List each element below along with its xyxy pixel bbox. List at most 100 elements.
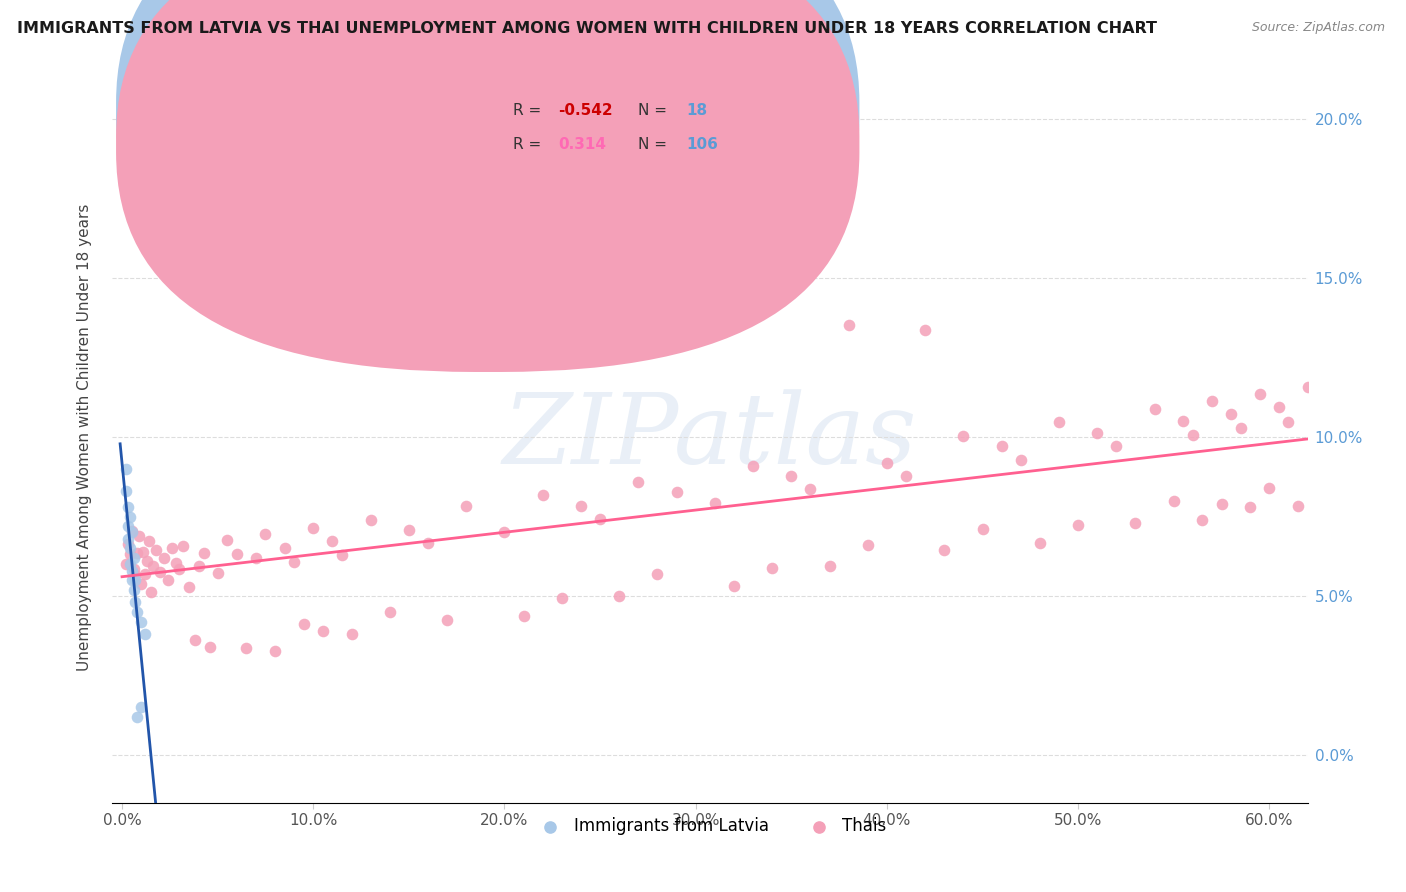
Point [183,632,205,647]
Text: ZIPatlas: ZIPatlas [503,390,917,484]
Point [115,557,138,571]
Text: N =: N = [638,103,672,118]
Point [149,565,172,579]
Point [330,549,353,563]
Point [217,533,239,547]
Point [934,542,956,557]
Point [121,525,143,540]
Text: R =: R = [513,103,546,118]
Text: IMMIGRANTS FROM LATVIA VS THAI UNEMPLOYMENT AMONG WOMEN WITH CHILDREN UNDER 18 Y: IMMIGRANTS FROM LATVIA VS THAI UNEMPLOYM… [17,21,1157,36]
Point [121,524,143,538]
Point [436,613,458,627]
Point [122,562,145,576]
Legend: Immigrants from Latvia, Thais: Immigrants from Latvia, Thais [527,811,893,842]
Point [139,585,162,599]
Text: N =: N = [638,137,672,152]
Point [1306,483,1329,498]
Point [856,538,879,552]
Point [494,525,516,540]
Point [127,545,149,559]
Point [1277,415,1299,429]
Point [416,536,439,550]
Point [1047,415,1070,429]
Point [531,488,554,502]
Point [118,547,141,561]
Point [1143,401,1166,416]
Point [569,499,592,513]
Point [283,555,305,569]
Point [1010,452,1032,467]
Point [124,568,146,582]
Point [160,541,183,555]
Point [1334,486,1357,500]
Text: Source: ZipAtlas.com: Source: ZipAtlas.com [1251,21,1385,34]
Point [456,499,478,513]
Point [138,534,160,549]
FancyBboxPatch shape [117,0,859,337]
Point [1268,400,1291,414]
Point [245,551,267,566]
Point [165,556,187,570]
Point [1258,481,1281,495]
Point [761,561,783,575]
Point [589,512,612,526]
Point [398,523,420,537]
Point [117,519,139,533]
Point [1105,439,1128,453]
Point [799,482,821,496]
Point [118,558,141,572]
FancyBboxPatch shape [458,86,763,178]
Point [1085,425,1108,440]
Point [292,617,315,632]
Point [121,564,143,578]
Point [512,608,534,623]
Point [1191,513,1213,527]
Point [273,541,295,555]
Y-axis label: Unemployment Among Women with Children Under 18 years: Unemployment Among Women with Children U… [77,203,91,671]
Point [124,595,146,609]
Text: 0.314: 0.314 [558,137,606,152]
Point [142,559,165,574]
Point [1201,393,1223,408]
Point [742,458,765,473]
Point [198,640,221,655]
Point [124,573,146,587]
Text: 106: 106 [686,137,718,152]
Point [172,539,194,553]
Point [1296,380,1319,394]
Point [723,579,745,593]
Point [169,562,191,576]
Point [876,456,898,470]
Point [177,580,200,594]
Point [1239,500,1261,514]
Point [1249,387,1271,401]
Point [474,321,496,335]
Point [129,577,152,591]
Point [118,509,141,524]
Point [1163,494,1185,508]
Point [340,626,363,640]
Point [132,545,155,559]
Point [312,624,335,639]
Point [838,318,860,332]
Point [894,468,917,483]
Point [129,700,152,714]
FancyBboxPatch shape [117,0,859,372]
Text: R =: R = [513,137,546,152]
Point [360,513,382,527]
Point [128,529,150,543]
Point [1029,535,1052,549]
Point [378,605,401,619]
Text: -0.542: -0.542 [558,103,613,118]
Point [321,533,343,548]
Point [914,323,936,337]
Point [1324,408,1347,422]
Point [685,260,707,274]
Point [607,589,630,603]
Point [1211,497,1233,511]
Point [117,537,139,551]
Point [127,605,149,619]
Point [135,554,157,568]
Point [235,641,257,656]
Point [207,566,229,580]
